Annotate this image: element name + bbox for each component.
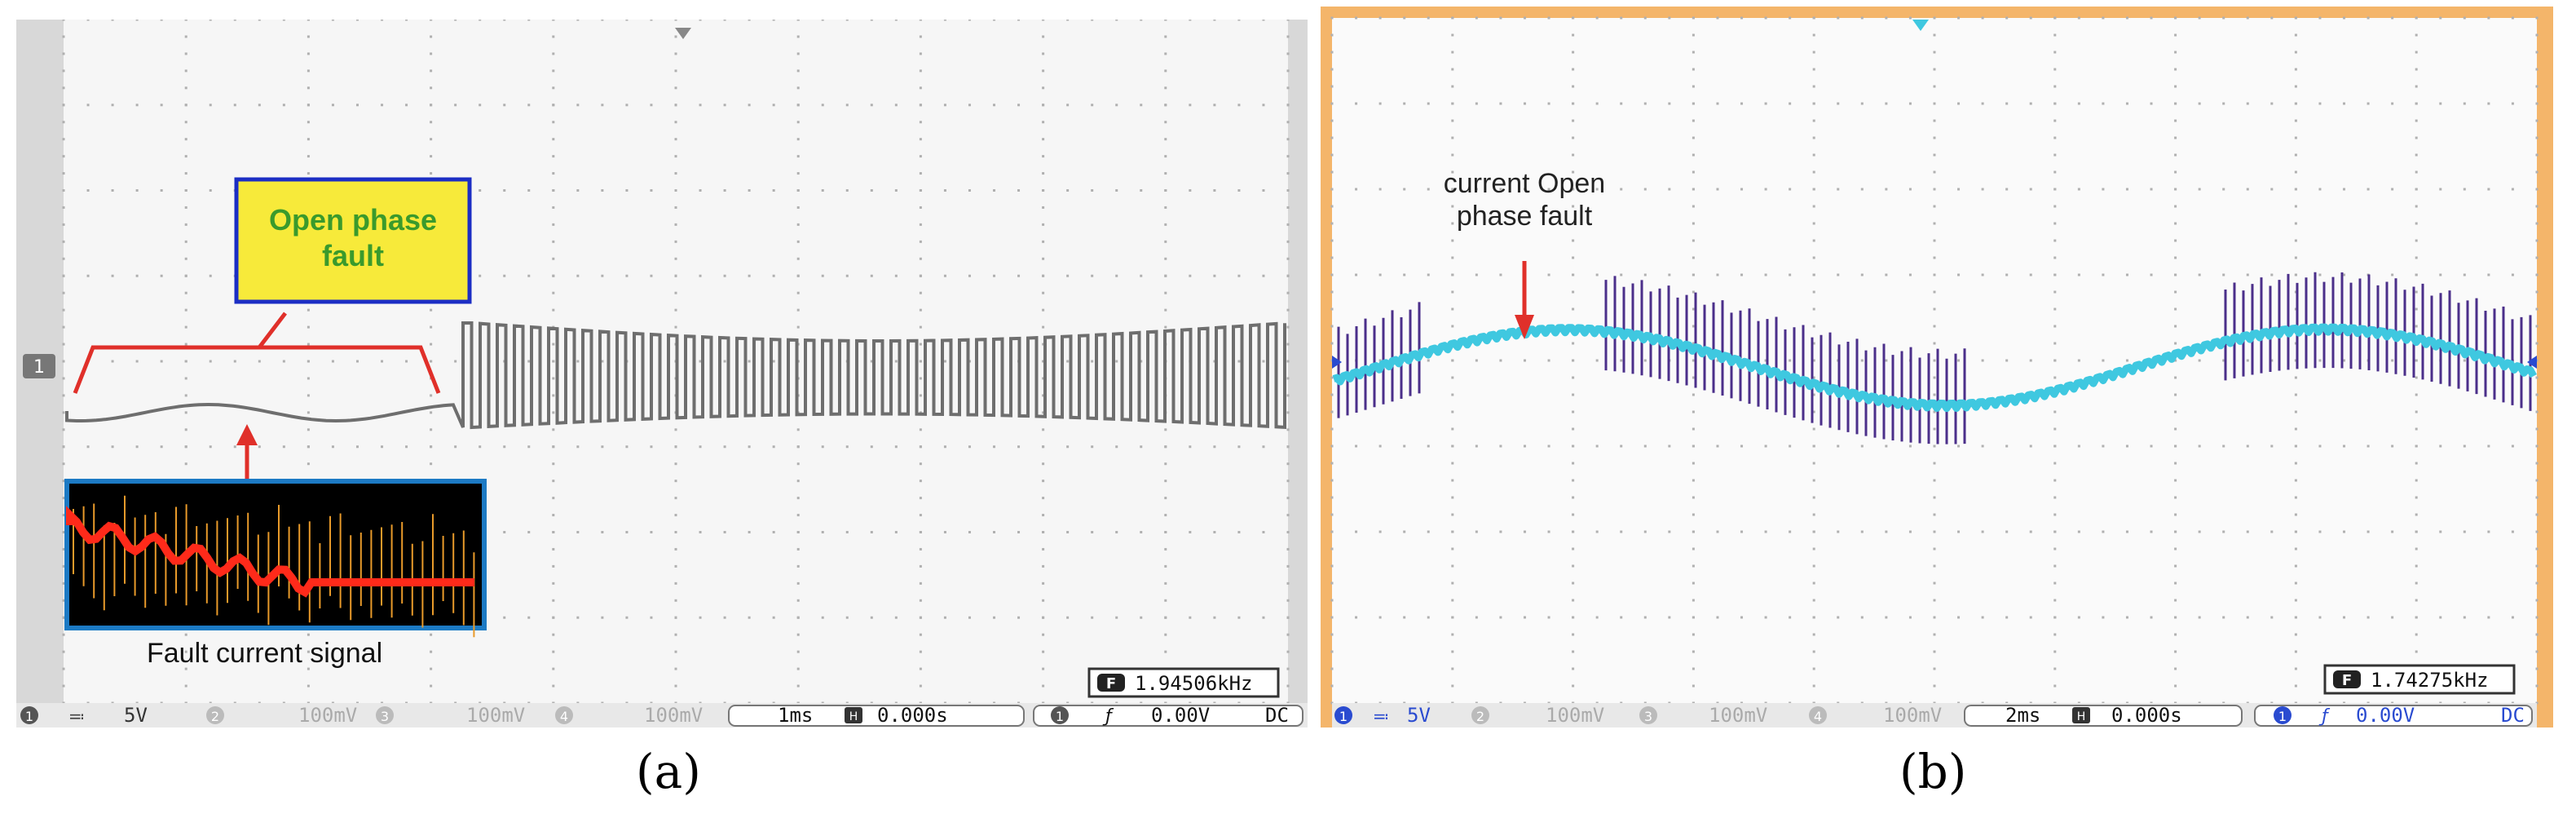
- scope-screen-b: current Open phase fault F 1.74275kHz 1 …: [1321, 7, 2553, 727]
- svg-text:ƒ: ƒ: [2318, 706, 2331, 727]
- svg-text:F: F: [2342, 672, 2352, 689]
- svg-text:1.74275kHz: 1.74275kHz: [2371, 669, 2489, 692]
- svg-text:H: H: [849, 710, 858, 723]
- svg-text:phase fault: phase fault: [1457, 201, 1593, 232]
- svg-text:1: 1: [1056, 709, 1064, 724]
- svg-text:1: 1: [2278, 709, 2287, 724]
- callout-line2: fault: [322, 239, 384, 272]
- svg-text:2: 2: [1476, 709, 1484, 724]
- svg-text:current Open: current Open: [1444, 168, 1605, 199]
- svg-text:1.94506kHz: 1.94506kHz: [1135, 672, 1253, 695]
- svg-text:5V: 5V: [1407, 704, 1431, 727]
- svg-text:0.000s: 0.000s: [2111, 704, 2182, 727]
- channel-marker-left: [1332, 356, 1342, 369]
- svg-text:ƒ: ƒ: [1102, 706, 1114, 727]
- svg-text:2: 2: [211, 709, 219, 724]
- oscilloscope-panel-b: current Open phase fault F 1.74275kHz 1 …: [1321, 7, 2553, 727]
- inset-label: Fault current signal: [147, 638, 382, 669]
- fault-current-inset: [64, 479, 487, 638]
- arrow-up-icon: [236, 424, 258, 445]
- svg-text:0.00V: 0.00V: [2356, 704, 2415, 727]
- svg-text:100mV: 100mV: [1709, 704, 1767, 727]
- svg-text:H: H: [2077, 710, 2086, 723]
- callout-line1: Open phase: [269, 203, 437, 237]
- trigger-position-marker-b: [1912, 20, 1929, 31]
- status-bar-b: 1 ≕ 5V 2 100mV 3 100mV 4 100mV 2ms H 0.0…: [1332, 703, 2537, 727]
- svg-text:≕: ≕: [1373, 706, 1389, 726]
- svg-text:1ms: 1ms: [778, 704, 813, 727]
- svg-text:5V: 5V: [124, 704, 148, 727]
- svg-text:1: 1: [33, 357, 45, 378]
- svg-text:3: 3: [1644, 709, 1652, 724]
- svg-text:4: 4: [1814, 709, 1822, 724]
- current-fault-annotation: current Open phase fault: [1444, 168, 1605, 339]
- svg-text:DC: DC: [2501, 704, 2525, 727]
- oscilloscope-panel-a: 1 Open phase fault Fault current signal …: [16, 20, 1308, 727]
- svg-text:100mV: 100mV: [644, 704, 703, 727]
- current-trace-b: [1332, 323, 2537, 413]
- frequency-readout-b: F 1.74275kHz: [2323, 664, 2516, 695]
- caption-b: (b): [1899, 744, 1967, 799]
- channel-marker-right: [2527, 356, 2537, 369]
- svg-text:100mV: 100mV: [466, 704, 525, 727]
- scope-screen-a: 1 Open phase fault Fault current signal …: [16, 20, 1308, 727]
- svg-text:0.00V: 0.00V: [1151, 704, 1210, 727]
- svg-text:F: F: [1106, 675, 1116, 692]
- svg-text:DC: DC: [1265, 704, 1289, 727]
- open-phase-callout: Open phase fault: [234, 177, 472, 304]
- svg-text:0.000s: 0.000s: [877, 704, 948, 727]
- caption-a: (a): [636, 744, 701, 799]
- trigger-position-marker: [675, 28, 691, 39]
- svg-text:1: 1: [25, 709, 33, 724]
- status-bar-a: 1 ≕ 5V 2 100mV 3 100mV 4 100mV 1ms H 0.0…: [16, 703, 1308, 727]
- svg-text:100mV: 100mV: [298, 704, 357, 727]
- channel-1-marker: 1: [23, 354, 55, 378]
- signal-trace-a: [65, 321, 1286, 430]
- svg-text:4: 4: [560, 709, 568, 724]
- inset-signal: [66, 495, 475, 638]
- svg-text:1: 1: [1339, 709, 1348, 724]
- svg-text:2ms: 2ms: [2005, 704, 2040, 727]
- svg-text:3: 3: [381, 709, 389, 724]
- arrow-down-icon: [1515, 315, 1534, 339]
- svg-text:100mV: 100mV: [1883, 704, 1942, 727]
- svg-text:≕: ≕: [68, 706, 85, 726]
- svg-text:100mV: 100mV: [1546, 704, 1604, 727]
- frequency-readout-a: F 1.94506kHz: [1087, 667, 1280, 698]
